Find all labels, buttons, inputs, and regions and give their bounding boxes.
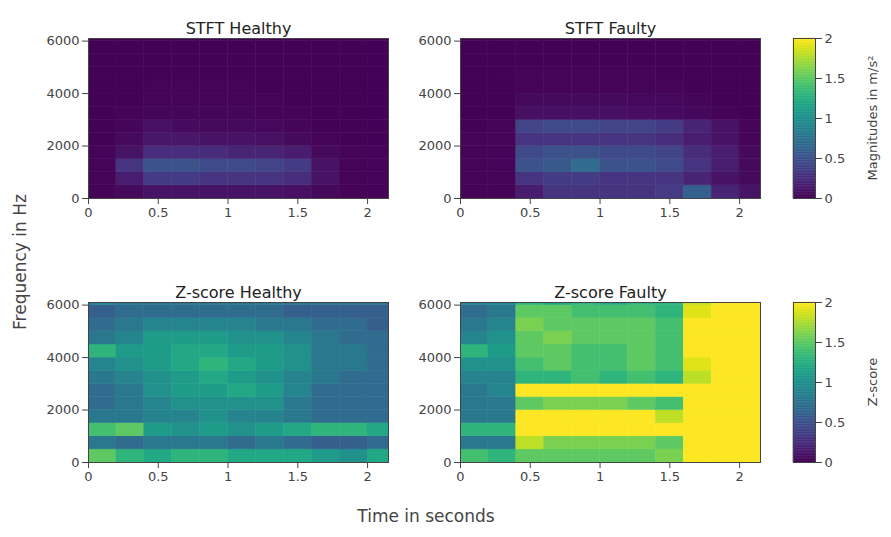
svg-text:0.5: 0.5: [825, 415, 846, 430]
svg-text:0.5: 0.5: [148, 205, 169, 220]
svg-text:1: 1: [224, 205, 232, 220]
svg-text:1.5: 1.5: [825, 335, 846, 350]
svg-text:2: 2: [363, 469, 371, 484]
svg-text:Z-score Faulty: Z-score Faulty: [554, 283, 666, 302]
svg-text:2000: 2000: [46, 138, 79, 153]
svg-text:1.5: 1.5: [659, 469, 680, 484]
svg-text:1: 1: [825, 111, 833, 126]
svg-text:6000: 6000: [46, 33, 79, 48]
svg-text:1: 1: [596, 205, 604, 220]
svg-text:6000: 6000: [418, 297, 451, 312]
svg-text:6000: 6000: [418, 33, 451, 48]
svg-text:0: 0: [456, 469, 464, 484]
svg-text:STFT Healthy: STFT Healthy: [186, 19, 292, 38]
svg-text:1: 1: [224, 469, 232, 484]
html-text:Magnitudes in m/s²: Magnitudes in m/s²: [864, 55, 880, 181]
svg-text:0: 0: [825, 191, 833, 206]
svg-text:0: 0: [84, 205, 92, 220]
svg-text:2: 2: [825, 31, 833, 46]
html-text:Time in seconds: Time in seconds: [357, 506, 495, 526]
svg-text:0: 0: [825, 455, 833, 470]
svg-text:4000: 4000: [418, 350, 451, 365]
svg-text:2: 2: [735, 469, 743, 484]
svg-text:1: 1: [596, 469, 604, 484]
svg-text:4000: 4000: [418, 86, 451, 101]
svg-text:0: 0: [71, 191, 79, 206]
svg-text:1: 1: [825, 375, 833, 390]
svg-text:STFT Faulty: STFT Faulty: [565, 19, 657, 38]
svg-text:0: 0: [456, 205, 464, 220]
svg-text:6000: 6000: [46, 297, 79, 312]
svg-text:0.5: 0.5: [520, 469, 541, 484]
svg-text:0: 0: [443, 191, 451, 206]
svg-text:1.5: 1.5: [825, 71, 846, 86]
svg-text:1.5: 1.5: [659, 205, 680, 220]
svg-text:0: 0: [84, 469, 92, 484]
svg-text:0: 0: [443, 455, 451, 470]
svg-text:2: 2: [735, 205, 743, 220]
svg-text:2: 2: [825, 295, 833, 310]
svg-text:4000: 4000: [46, 350, 79, 365]
svg-text:0.5: 0.5: [825, 151, 846, 166]
svg-text:2: 2: [363, 205, 371, 220]
svg-text:1.5: 1.5: [287, 205, 308, 220]
html-text:Frequency in Hz: Frequency in Hz: [10, 194, 30, 330]
svg-text:2000: 2000: [46, 402, 79, 417]
svg-text:0.5: 0.5: [148, 469, 169, 484]
svg-text:2000: 2000: [418, 402, 451, 417]
svg-text:Z-score Healthy: Z-score Healthy: [175, 283, 302, 302]
html-text:Z-score: Z-score: [864, 357, 880, 407]
svg-text:2000: 2000: [418, 138, 451, 153]
svg-text:0.5: 0.5: [520, 205, 541, 220]
svg-text:0: 0: [71, 455, 79, 470]
svg-text:1.5: 1.5: [287, 469, 308, 484]
svg-text:4000: 4000: [46, 86, 79, 101]
